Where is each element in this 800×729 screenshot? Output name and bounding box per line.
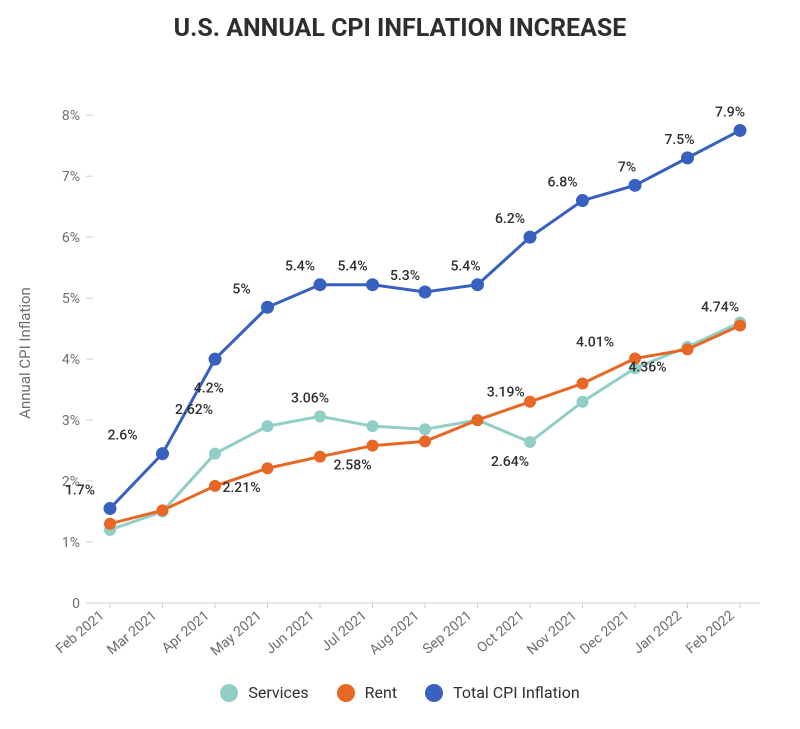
series-point [367,440,379,452]
svg-text:4%: 4% [62,352,80,368]
svg-text:Jan 2022: Jan 2022 [630,608,685,658]
svg-text:7%: 7% [62,169,80,185]
series-point [314,451,326,463]
value-label: 6.8% [547,175,577,191]
series-point [419,423,431,435]
series-point [262,420,274,432]
legend-dot-icon [425,684,443,702]
svg-text:Apr 2021: Apr 2021 [159,608,213,657]
svg-text:6%: 6% [62,230,80,246]
svg-text:May 2021: May 2021 [208,608,265,660]
svg-text:1%: 1% [62,535,80,551]
value-label: 1.7% [65,482,95,498]
value-label: 5.4% [285,259,315,275]
value-label: 4.74% [701,300,739,316]
svg-text:Annual CPI Inflation: Annual CPI Inflation [16,287,34,419]
series-point [262,462,274,474]
series-point [682,343,694,355]
value-label: 5.4% [450,259,480,275]
svg-text:3%: 3% [62,413,80,429]
series-point [471,278,484,291]
value-label: 7.5% [664,132,694,148]
value-label: 2.58% [333,458,371,474]
series-point [209,480,221,492]
svg-text:Jul 2021: Jul 2021 [319,608,370,655]
chart-container: U.S. ANNUAL CPI INFLATION INCREASE 01%2%… [0,0,800,729]
series-point [524,436,536,448]
svg-text:Dec 2021: Dec 2021 [577,608,632,658]
series-point [104,518,116,530]
legend-dot-icon [220,684,238,702]
svg-text:Oct 2021: Oct 2021 [474,608,528,657]
legend-label: Total CPI Inflation [453,683,580,702]
series-point [314,410,326,422]
legend-item-total-cpi-inflation: Total CPI Inflation [425,683,580,702]
line-chart: 01%2%3%4%5%6%7%8%Feb 2021Mar 2021Apr 202… [0,43,800,683]
value-label: 4.36% [628,359,666,375]
series-point [524,396,536,408]
value-label: 2.62% [175,402,213,418]
series-point [157,504,169,516]
series-point [366,278,379,291]
series-point [419,286,432,299]
svg-text:Feb 2021: Feb 2021 [53,608,108,657]
value-label: 4.01% [576,334,614,350]
series-point [524,231,537,244]
value-label: 7.9% [715,104,745,120]
svg-text:Mar 2021: Mar 2021 [104,608,160,659]
series-point [472,414,484,426]
series-point [734,320,746,332]
value-label: 2.21% [222,480,260,496]
value-label: 2.64% [491,454,529,470]
value-label: 3.19% [487,384,525,400]
value-label: 6.2% [495,211,525,227]
series-point [681,151,694,164]
value-label: 7% [618,159,636,175]
series-point [261,301,274,314]
series-point [576,194,589,207]
series-point [577,396,589,408]
svg-text:Nov 2021: Nov 2021 [524,608,580,659]
svg-text:5%: 5% [62,291,80,307]
legend-label: Services [248,683,308,702]
series-point [156,447,169,460]
series-point [419,435,431,447]
value-label: 5% [232,281,250,297]
series-point [577,377,589,389]
series-line-total-cpi-inflation [110,130,740,508]
legend-label: Rent [365,683,397,702]
series-point [734,124,747,137]
series-point [314,278,327,291]
value-label: 3.06% [291,390,329,406]
legend-item-rent: Rent [337,683,397,702]
svg-text:0: 0 [72,596,80,612]
svg-text:Aug 2021: Aug 2021 [367,608,423,659]
value-label: 5.4% [337,259,367,275]
svg-text:Jun 2021: Jun 2021 [263,608,318,658]
chart-legend: Services Rent Total CPI Inflation [0,683,800,702]
series-point [367,420,379,432]
series-point [209,448,221,460]
value-label: 5.3% [390,268,420,284]
svg-text:Sep 2021: Sep 2021 [420,608,475,658]
series-point [104,502,117,515]
series-point [629,179,642,192]
value-label: 2.6% [107,428,137,444]
legend-item-services: Services [220,683,308,702]
svg-text:8%: 8% [62,108,80,124]
legend-dot-icon [337,684,355,702]
value-label: 4.2% [194,380,224,396]
svg-text:Feb 2022: Feb 2022 [683,608,738,658]
series-point [209,353,222,366]
chart-title: U.S. ANNUAL CPI INFLATION INCREASE [0,0,800,43]
